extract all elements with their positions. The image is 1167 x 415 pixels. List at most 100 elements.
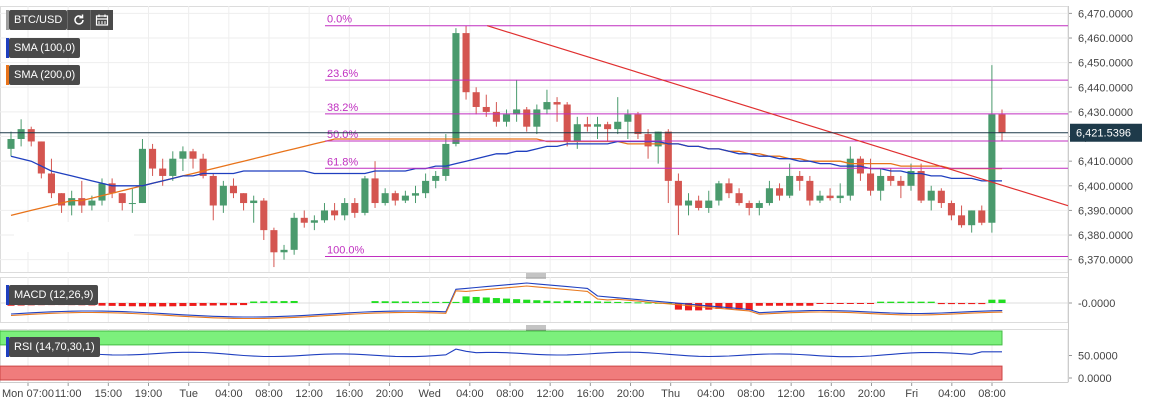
indicator-sma100[interactable]: SMA (100,0): [6, 38, 81, 58]
candle-body: [553, 102, 561, 105]
y-tick-label: 6,430.0000: [1078, 107, 1133, 119]
fib-level-label: 100.0%: [327, 244, 365, 256]
candle-body: [331, 210, 339, 216]
candle-body: [169, 158, 177, 176]
macd-histogram-bar: [775, 303, 784, 306]
candle-body: [432, 175, 440, 181]
candle-body: [583, 124, 591, 127]
macd-histogram-bar: [108, 303, 116, 306]
fib-level-label: 50.0%: [327, 129, 358, 141]
candle-body: [695, 200, 703, 208]
x-tick-label: 12:00: [536, 388, 564, 400]
candle-body: [725, 183, 733, 194]
macd-histogram-bar: [553, 301, 561, 303]
x-tick-label: 04:00: [215, 388, 243, 400]
candle-body: [189, 151, 197, 159]
candle-body: [897, 180, 905, 186]
trendline: [487, 25, 1069, 207]
candle-body: [250, 200, 258, 204]
x-tick-label: 11:00: [55, 388, 82, 400]
y-tick-label: 6,410.0000: [1078, 156, 1133, 168]
macd-histogram-bar: [826, 303, 834, 304]
sma100-label[interactable]: SMA (100,0): [9, 38, 81, 58]
macd-histogram-bar: [118, 303, 126, 307]
sma200-label[interactable]: SMA (200,0): [9, 65, 81, 85]
candle-body: [684, 200, 693, 206]
macd-label[interactable]: MACD (12,26,9): [9, 285, 99, 305]
candle-body: [128, 203, 136, 205]
macd-histogram-bar: [765, 303, 773, 306]
indicator-rsi[interactable]: RSI (14,70,30,1): [6, 337, 100, 357]
macd-histogram-bar: [846, 303, 854, 304]
macd-histogram-bar: [432, 301, 440, 303]
candle-body: [674, 180, 682, 206]
macd-histogram-bar: [98, 303, 106, 306]
panel-resize-handle[interactable]: [526, 325, 546, 331]
indicator-sma200[interactable]: SMA (200,0): [6, 65, 81, 85]
macd-histogram-bar: [836, 303, 844, 304]
symbol-swatch: [6, 10, 9, 30]
candle-body: [745, 203, 753, 208]
macd-histogram-bar: [614, 301, 622, 303]
candle-body: [654, 131, 662, 147]
symbol-label[interactable]: BTC/USD: [9, 10, 68, 30]
macd-histogram-bar: [917, 301, 925, 303]
calendar-button[interactable]: [90, 10, 114, 30]
panel-resize-handle[interactable]: [526, 273, 546, 279]
candle-body: [664, 131, 672, 181]
x-tick-label: 08:00: [737, 388, 765, 400]
macd-histogram-bar: [462, 296, 470, 303]
macd-histogram-bar: [947, 303, 955, 305]
candle-body: [17, 129, 25, 139]
macd-histogram-bar: [411, 301, 420, 303]
candle-body: [978, 210, 986, 223]
sma200-swatch: [6, 65, 9, 85]
macd-histogram-bar: [684, 303, 693, 311]
candle-body: [320, 210, 329, 221]
candle-body: [260, 200, 268, 231]
x-tick-label: 20:00: [858, 388, 886, 400]
macd-histogram-bar: [472, 296, 480, 303]
macd-histogram-bar: [897, 301, 905, 303]
candle-body: [877, 175, 885, 191]
rsi-label[interactable]: RSI (14,70,30,1): [9, 337, 100, 357]
candle-body: [37, 141, 45, 174]
candle-body: [563, 104, 571, 142]
candle-body: [937, 190, 945, 204]
macd-histogram-bar: [209, 303, 217, 306]
macd-histogram-bar: [240, 303, 248, 306]
macd-histogram-bar: [270, 301, 278, 303]
macd-axis-label: -0.0000: [1078, 298, 1115, 310]
indicator-macd[interactable]: MACD (12,26,9): [6, 285, 99, 305]
x-tick-label: 15:00: [95, 388, 123, 400]
candle-body: [796, 175, 804, 181]
macd-histogram-bar: [543, 300, 551, 303]
macd-histogram-bar: [887, 301, 895, 303]
macd-histogram-bar: [644, 302, 652, 304]
refresh-button[interactable]: [67, 10, 91, 30]
macd-histogram-bar: [290, 300, 298, 303]
candle-body: [786, 175, 794, 196]
fib-level-label: 23.6%: [327, 68, 358, 80]
y-tick-label: 6,400.0000: [1078, 181, 1133, 193]
y-tick-label: 6,380.0000: [1078, 230, 1133, 242]
candle-body: [452, 33, 460, 144]
macd-histogram-bar: [796, 303, 804, 306]
candle-body: [593, 124, 602, 127]
candle-body: [118, 193, 126, 204]
x-tick-label: Mon 07:00: [2, 388, 54, 400]
candle-body: [361, 178, 369, 213]
x-tick-label: 16:00: [577, 388, 605, 400]
rsi-axis-label: 0.0000: [1078, 373, 1112, 385]
candle-body: [836, 195, 844, 199]
macd-histogram-bar: [502, 298, 511, 303]
candle-body: [765, 188, 773, 204]
candle-body: [462, 33, 470, 93]
refresh-icon: [74, 14, 85, 25]
macd-histogram-bar: [755, 303, 763, 306]
candle-body: [280, 249, 288, 253]
candle-body: [199, 158, 207, 176]
fib-level-label: 0.0%: [327, 14, 352, 26]
candle-body: [7, 139, 15, 149]
